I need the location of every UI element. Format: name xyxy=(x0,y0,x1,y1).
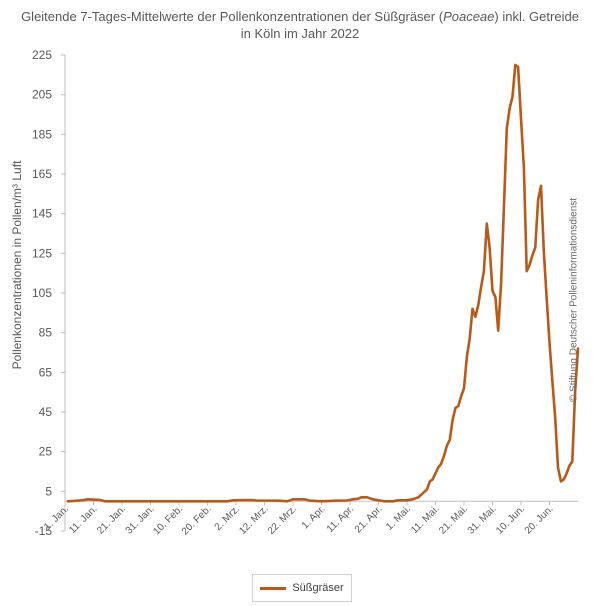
x-tick-label: 12. Mrz. xyxy=(237,504,270,537)
y-tick-label: 5 xyxy=(45,484,52,498)
x-tick-label: 21. Mai. xyxy=(437,504,470,537)
x-tick-label: 31. Mai. xyxy=(466,504,499,537)
x-tick-label: 21. Apr. xyxy=(353,504,385,536)
chart-title-italic: Poaceae xyxy=(443,9,495,24)
legend: Süßgräser xyxy=(252,574,352,602)
y-tick-label: 105 xyxy=(32,286,52,300)
y-tick-label: 205 xyxy=(32,88,52,102)
x-tick-label: 11. Mai. xyxy=(409,504,441,536)
chart-title: Gleitende 7-Tages-Mittelwerte der Pollen… xyxy=(0,8,600,42)
x-tick-label: 22. Mrz. xyxy=(266,504,299,537)
chart-title-line1: Gleitende 7-Tages-Mittelwerte der Pollen… xyxy=(0,8,600,25)
x-tick-label: 10. Jun. xyxy=(494,504,527,537)
y-tick-label: -15 xyxy=(35,524,53,538)
y-tick-label: 125 xyxy=(32,246,52,260)
chart-title-line2: in Köln im Jahr 2022 xyxy=(240,26,360,41)
x-tick-label: 1. Apr. xyxy=(300,504,328,532)
y-tick-label: 25 xyxy=(39,445,53,459)
y-tick-label: 185 xyxy=(32,127,52,141)
y-axis-label: Pollenkonzentrationen in Pollen/m³ Luft xyxy=(10,160,24,369)
x-tick-label: 10. Feb. xyxy=(151,504,185,538)
watermark-text: © Stiftung Deutscher Polleninformationsd… xyxy=(568,197,580,403)
y-tick-label: 165 xyxy=(32,167,52,181)
x-tick-label: 21. Jan. xyxy=(95,504,128,537)
series-line-suessgraeser xyxy=(66,63,580,503)
chart-title-part: ) inkl. Getreide xyxy=(494,9,579,24)
x-tick-label: 11. Apr. xyxy=(325,504,356,535)
y-tick-label: 65 xyxy=(39,365,53,379)
x-tick-label: 20. Feb. xyxy=(180,504,214,538)
x-tick-label: 11. Jan. xyxy=(67,504,99,536)
legend-label: Süßgräser xyxy=(292,582,344,594)
y-tick-label: 85 xyxy=(39,326,53,340)
chart-title-part: Gleitende 7-Tages-Mittelwerte der Pollen… xyxy=(21,9,444,24)
x-tick-label: 20. Jun. xyxy=(523,504,556,537)
y-tick-label: 145 xyxy=(32,207,52,221)
legend-swatch xyxy=(260,586,287,590)
x-tick-label: 31. Jan. xyxy=(124,504,157,537)
y-tick-label: 225 xyxy=(32,48,52,62)
y-tick-label: 45 xyxy=(39,405,53,419)
